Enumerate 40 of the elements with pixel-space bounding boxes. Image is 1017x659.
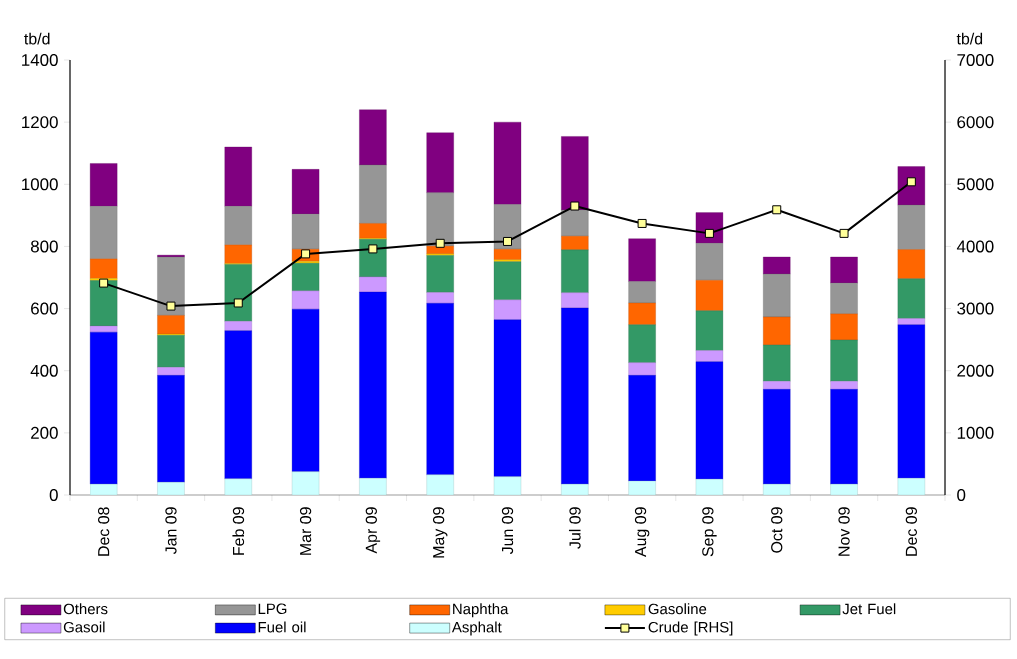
y2-tick-label: 1000 (957, 426, 994, 439)
y-tick-label: 1200 (22, 116, 58, 129)
y2-tick-label: 6000 (957, 116, 994, 129)
legend-label: Crude [RHS] (648, 621, 733, 636)
x-tick-label: Dec 09 (905, 507, 917, 556)
y2-tick-label: 7000 (957, 54, 994, 66)
legend-label: Gasoline (648, 603, 707, 615)
legend-label: LPG (258, 603, 287, 615)
y-tick-label: 800 (30, 240, 58, 253)
x-tick-label: May 09 (432, 507, 448, 558)
legend-label: Fuel oil (258, 621, 306, 633)
y-axis-title: tb/d (24, 32, 50, 45)
legend-label: Naphtha (453, 603, 509, 618)
legend-label: Others (63, 603, 108, 615)
y2-tick-label: 2000 (957, 364, 994, 377)
legend-label: Asphalt (451, 621, 502, 636)
y-tick-label: 400 (30, 364, 58, 377)
y2-tick-label: 3000 (957, 302, 994, 315)
y-tick-label: 1000 (22, 178, 58, 191)
legend-label: Gasoil (63, 621, 105, 633)
x-tick-label: Apr 09 (365, 507, 381, 554)
x-tick-label: Jun 09 (501, 507, 514, 555)
x-tick-label: Aug 09 (634, 507, 650, 557)
x-tick-label: Sep 09 (702, 507, 717, 557)
y2-tick-label: 0 (957, 489, 966, 501)
y2-tick-label: 5000 (957, 178, 994, 191)
x-tick-label: Nov 09 (838, 507, 850, 556)
x-tick-label: Mar 09 (299, 507, 312, 555)
x-tick-label: Jan 09 (165, 507, 177, 555)
y2-axis-title: tb/d (956, 32, 983, 45)
y2-tick-label: 4000 (956, 240, 994, 253)
y-tick-label: 0 (49, 489, 58, 501)
legend-label: Jet Fuel (842, 603, 896, 615)
x-tick-label: Feb 09 (232, 507, 245, 555)
y-tick-label: 200 (31, 426, 58, 439)
y-tick-label: 600 (31, 302, 58, 315)
x-tick-label: Jul 09 (568, 507, 581, 549)
x-tick-label: Oct 09 (771, 507, 783, 553)
y-tick-label: 1400 (22, 54, 58, 66)
x-tick-label: Dec 08 (98, 507, 110, 556)
